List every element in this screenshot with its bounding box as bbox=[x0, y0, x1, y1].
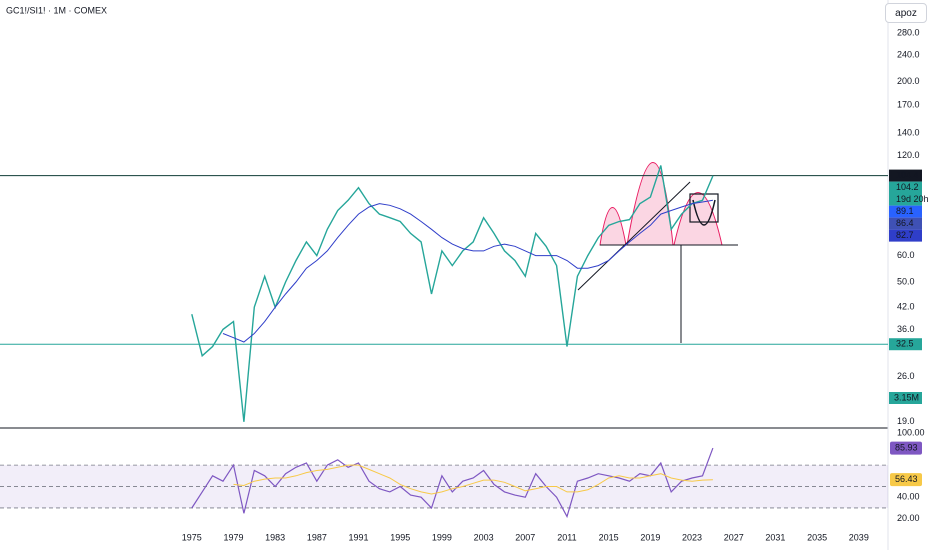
price-tag bbox=[889, 217, 922, 230]
price-line bbox=[222, 199, 713, 343]
rsi-value-tag bbox=[890, 441, 922, 455]
x-tick-label: 1975 bbox=[182, 532, 202, 542]
box-drawing bbox=[689, 193, 719, 223]
rsi-line bbox=[191, 447, 714, 519]
x-tick-label: 2027 bbox=[724, 532, 744, 542]
chart-title: GC1!/SI1! · 1M · COMEX bbox=[6, 5, 107, 15]
x-tick-label: 2031 bbox=[765, 532, 785, 542]
price-tag bbox=[889, 229, 922, 242]
y-tick-label: 42.0 bbox=[897, 302, 915, 312]
x-tick-label: 1995 bbox=[390, 532, 410, 542]
rsi-value-label: 85.93 bbox=[895, 442, 918, 452]
y-tick-label: 140.0 bbox=[897, 128, 920, 138]
price-tag bbox=[889, 205, 922, 218]
price-tag-label: 86.4 bbox=[896, 218, 914, 228]
price-tag-label: 104.2 bbox=[896, 182, 919, 192]
y-tick-label: 50.0 bbox=[897, 276, 915, 286]
price-tag-label: 89.1 bbox=[896, 206, 914, 216]
rsi-tick-label: 20.00 bbox=[897, 513, 920, 523]
y-tick-label: 60.0 bbox=[897, 250, 915, 260]
y-tick-label: 240.0 bbox=[897, 50, 920, 60]
y-tick-label: 36.0 bbox=[897, 324, 915, 334]
x-tick-label: 1983 bbox=[265, 532, 285, 542]
x-tick-label: 2011 bbox=[557, 532, 576, 542]
x-tick-label: 2003 bbox=[474, 532, 494, 542]
price-tag-label: 104.4 bbox=[896, 170, 919, 180]
rsi-signal bbox=[233, 464, 713, 495]
x-tick-label: 2007 bbox=[515, 532, 535, 542]
x-tick-label: 2039 bbox=[849, 532, 869, 542]
y-tick-label: 200.0 bbox=[897, 76, 920, 86]
y-tick-label: 19.0 bbox=[897, 416, 915, 426]
rsi-tick-label: 100.00 bbox=[897, 427, 925, 437]
y-tick-label: 120.0 bbox=[897, 150, 920, 160]
trendline bbox=[577, 181, 691, 291]
x-tick-label: 2035 bbox=[807, 532, 827, 542]
x-tick-label: 1979 bbox=[223, 532, 243, 542]
user-button[interactable]: apoz bbox=[885, 3, 927, 23]
volume-tag bbox=[889, 392, 922, 404]
x-tick-label: 2019 bbox=[640, 532, 660, 542]
price-tag-label: 82.7 bbox=[896, 230, 914, 240]
cup-drawing bbox=[692, 199, 716, 226]
y-tick-label: 170.0 bbox=[897, 100, 920, 110]
volume-label: 3.15M bbox=[894, 392, 919, 402]
countdown-label: 19d 20h bbox=[896, 194, 929, 204]
price-tag bbox=[889, 181, 922, 206]
price-tag bbox=[889, 169, 922, 182]
price-tag bbox=[889, 338, 922, 351]
price-line bbox=[191, 165, 714, 422]
x-tick-label: 2015 bbox=[599, 532, 619, 542]
y-tick-label: 26.0 bbox=[897, 371, 915, 381]
x-tick-label: 1991 bbox=[349, 532, 369, 542]
x-tick-label: 2023 bbox=[682, 532, 702, 542]
x-tick-label: 1999 bbox=[432, 532, 452, 542]
y-tick-label: 280.0 bbox=[897, 27, 920, 37]
rsi-value-label: 56.43 bbox=[895, 474, 918, 484]
rsi-value-tag bbox=[890, 473, 922, 487]
head bbox=[626, 162, 674, 246]
price-tag-label: 32.5 bbox=[896, 339, 914, 349]
x-tick-label: 1987 bbox=[307, 532, 327, 542]
left-shoulder bbox=[599, 207, 627, 246]
rsi-tick-label: 40.00 bbox=[897, 492, 920, 502]
